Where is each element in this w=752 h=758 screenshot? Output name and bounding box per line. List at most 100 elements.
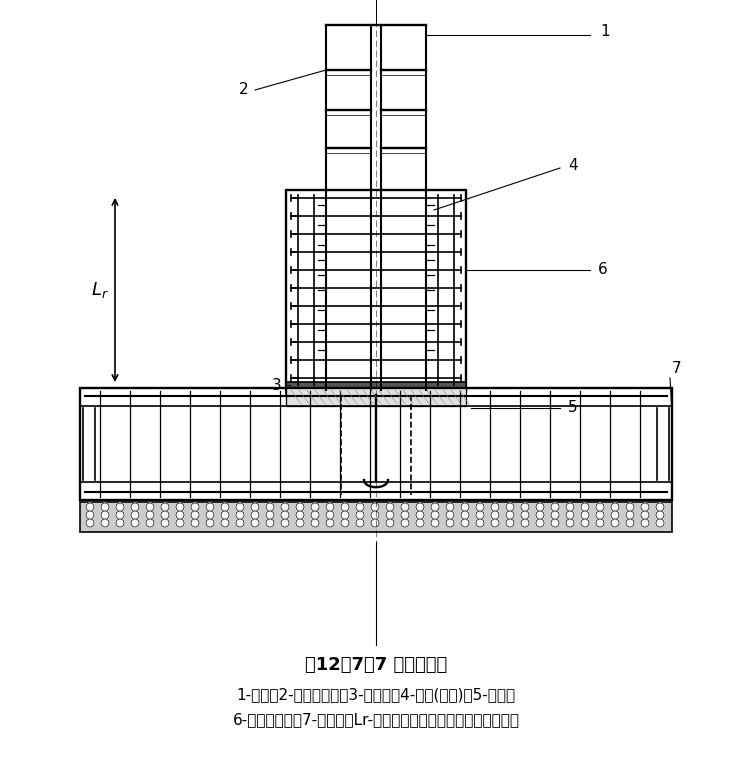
Circle shape [476,519,484,527]
Circle shape [86,519,94,527]
Polygon shape [286,388,466,406]
Circle shape [131,511,139,519]
Circle shape [146,503,154,511]
Circle shape [206,519,214,527]
Circle shape [236,511,244,519]
Circle shape [221,511,229,519]
Circle shape [536,503,544,511]
Circle shape [461,519,469,527]
Circle shape [461,503,469,511]
Text: 3: 3 [272,377,282,393]
Circle shape [446,511,454,519]
Circle shape [356,511,364,519]
Circle shape [386,503,394,511]
Circle shape [236,503,244,511]
Circle shape [581,511,589,519]
Circle shape [491,519,499,527]
Circle shape [206,503,214,511]
Circle shape [476,503,484,511]
Circle shape [566,511,574,519]
Text: $L_r$: $L_r$ [91,280,109,300]
Polygon shape [286,382,466,395]
Text: 6: 6 [598,262,608,277]
Text: 1: 1 [600,24,610,39]
Circle shape [161,511,169,519]
Circle shape [371,519,379,527]
Circle shape [251,519,259,527]
Circle shape [206,511,214,519]
Text: 1-钢柱；2-水平加劲肋；3-柱底板；4-栓钉(可选)；5-锚栓；: 1-钢柱；2-水平加劲肋；3-柱底板；4-栓钉(可选)；5-锚栓； [236,688,516,703]
Circle shape [161,503,169,511]
Circle shape [431,511,439,519]
Circle shape [191,503,199,511]
Circle shape [656,519,664,527]
Circle shape [131,503,139,511]
Circle shape [581,503,589,511]
Circle shape [281,503,289,511]
Circle shape [641,503,649,511]
Circle shape [221,519,229,527]
Circle shape [371,503,379,511]
Circle shape [611,511,619,519]
Text: 图12．7．7 外包式柱脚: 图12．7．7 外包式柱脚 [305,656,447,674]
Circle shape [326,511,334,519]
Circle shape [596,511,604,519]
Circle shape [506,511,514,519]
Circle shape [551,519,559,527]
Circle shape [536,519,544,527]
Circle shape [101,511,109,519]
Circle shape [461,511,469,519]
Circle shape [401,519,409,527]
Circle shape [281,511,289,519]
Circle shape [506,503,514,511]
Circle shape [341,511,349,519]
Circle shape [176,503,184,511]
Polygon shape [80,502,672,532]
Circle shape [296,519,304,527]
Circle shape [176,511,184,519]
Circle shape [266,503,274,511]
Circle shape [221,503,229,511]
Text: 2: 2 [238,83,248,98]
Circle shape [596,503,604,511]
Circle shape [521,519,529,527]
Circle shape [611,519,619,527]
Circle shape [401,511,409,519]
Circle shape [236,519,244,527]
Text: 5: 5 [568,400,578,415]
Circle shape [581,519,589,527]
Circle shape [386,511,394,519]
Circle shape [296,511,304,519]
Circle shape [341,519,349,527]
Circle shape [416,519,424,527]
Circle shape [506,519,514,527]
Circle shape [116,511,124,519]
Circle shape [521,511,529,519]
Circle shape [131,519,139,527]
Circle shape [191,519,199,527]
Text: 4: 4 [568,158,578,173]
Circle shape [371,511,379,519]
Circle shape [191,511,199,519]
Circle shape [476,511,484,519]
Circle shape [176,519,184,527]
Circle shape [416,503,424,511]
Circle shape [311,511,319,519]
Circle shape [251,503,259,511]
Circle shape [326,503,334,511]
Circle shape [536,511,544,519]
Circle shape [416,511,424,519]
Circle shape [326,519,334,527]
Circle shape [146,519,154,527]
Circle shape [611,503,619,511]
Circle shape [86,503,94,511]
Circle shape [251,511,259,519]
Circle shape [311,519,319,527]
Circle shape [551,503,559,511]
Circle shape [626,519,634,527]
Circle shape [341,503,349,511]
Circle shape [296,503,304,511]
Circle shape [356,519,364,527]
Circle shape [521,503,529,511]
Circle shape [596,519,604,527]
